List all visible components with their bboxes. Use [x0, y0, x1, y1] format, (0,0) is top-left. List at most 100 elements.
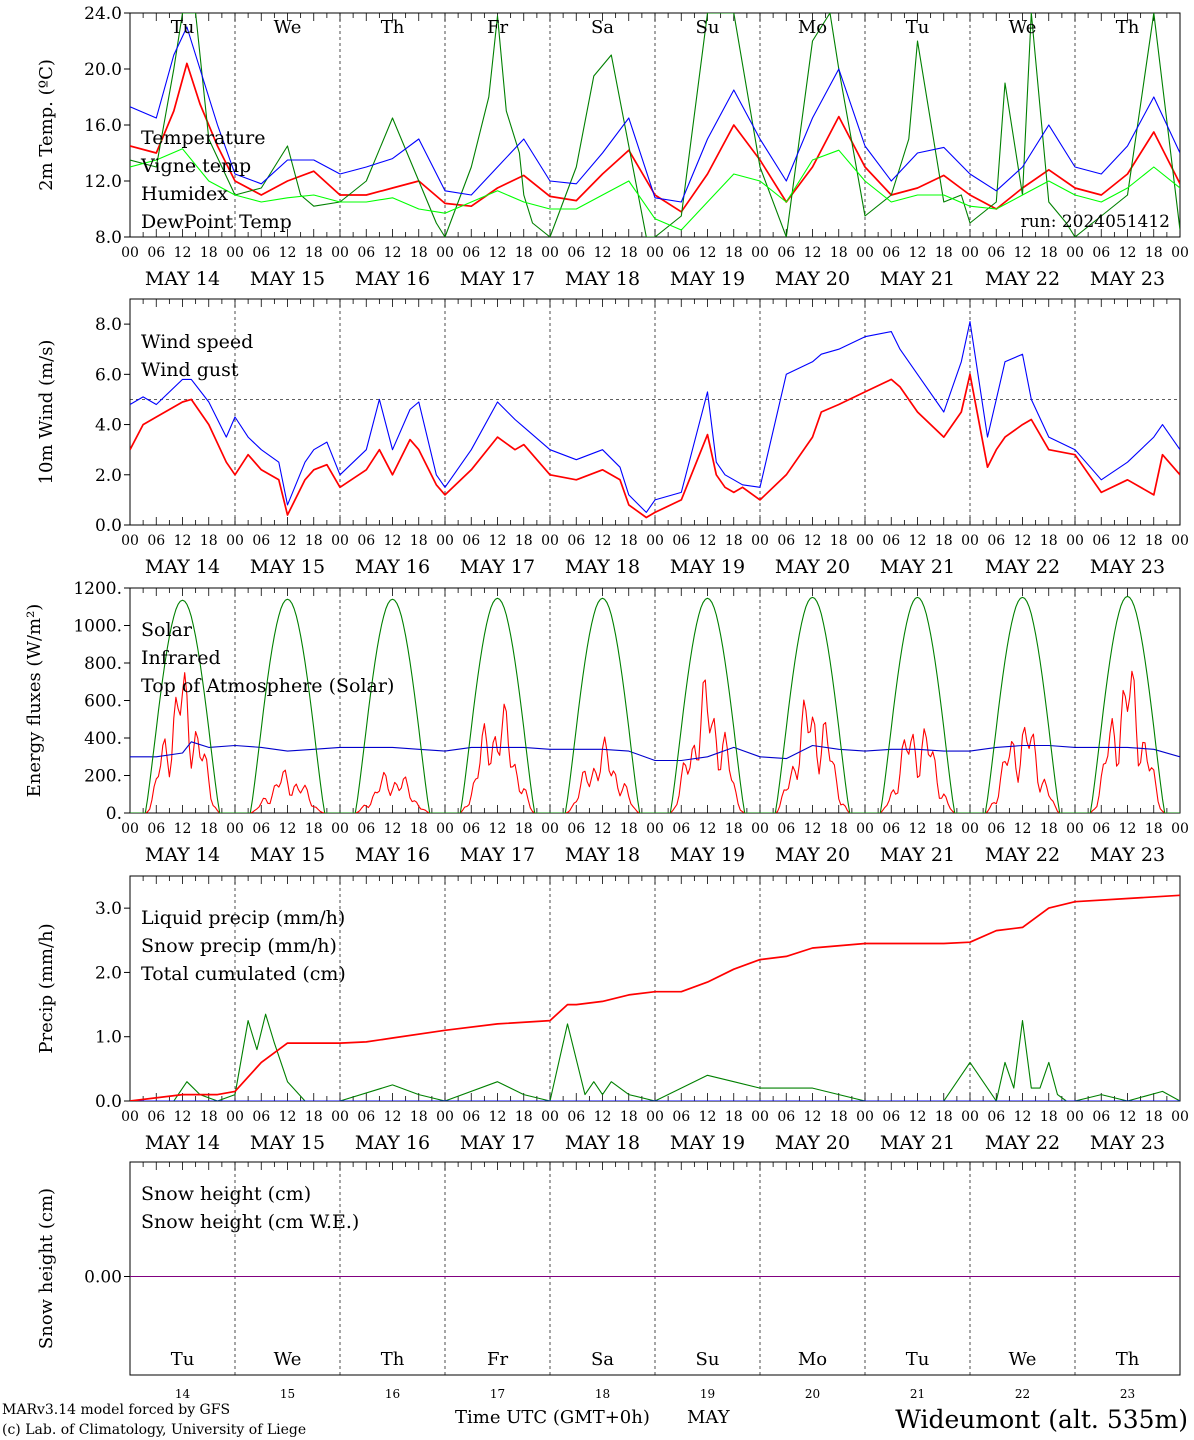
y-tick-label: 8.0 [95, 228, 122, 248]
hour-label: 00 [1066, 533, 1084, 549]
weekday-label-top: We [1009, 17, 1037, 38]
y-tick-label: 6.0 [95, 365, 122, 385]
hour-label: 06 [1092, 1109, 1110, 1125]
day-number: 21 [910, 1387, 925, 1401]
time-axis-label: Time UTC (GMT+0h) [455, 1407, 650, 1428]
hour-label: 18 [515, 533, 533, 549]
weekday-label-top: Mo [798, 17, 827, 38]
y-axis-label: 10m Wind (m/s) [36, 340, 57, 485]
series-line-solar [130, 670, 1180, 813]
hour-label: 18 [200, 1109, 218, 1125]
date-label: MAY 16 [355, 844, 430, 866]
y-tick-label: 16.0 [84, 116, 122, 136]
date-label: MAY 15 [250, 268, 325, 290]
hour-label: 18 [1145, 245, 1163, 261]
date-label: MAY 17 [460, 844, 535, 866]
hour-label: 06 [147, 1109, 165, 1125]
y-axis-label: 2m Temp. (ºC) [36, 59, 57, 191]
hour-label: 18 [935, 533, 953, 549]
hour-label: 06 [567, 821, 585, 837]
date-label: MAY 19 [670, 268, 745, 290]
hour-label: 18 [1040, 821, 1058, 837]
legend-entry: Wind gust [141, 359, 239, 381]
hour-label: 00 [331, 533, 349, 549]
hour-label: 06 [567, 1109, 585, 1125]
date-label: MAY 20 [775, 844, 850, 866]
hour-label: 00 [541, 533, 559, 549]
date-label: MAY 14 [145, 268, 220, 290]
y-axis-label: Energy fluxes (W/m²) [24, 604, 45, 798]
hour-label: 18 [935, 821, 953, 837]
date-label: MAY 18 [565, 268, 640, 290]
hour-label: 06 [987, 245, 1005, 261]
hour-label: 12 [384, 245, 402, 261]
hour-label: 18 [200, 245, 218, 261]
hour-label: 06 [567, 533, 585, 549]
legend-entry: DewPoint Temp [141, 211, 292, 233]
y-tick-label: 3.0 [95, 899, 122, 919]
date-label: MAY 20 [775, 268, 850, 290]
hour-label: 18 [305, 533, 323, 549]
hour-label: 12 [594, 821, 612, 837]
hour-label: 18 [305, 1109, 323, 1125]
date-label: MAY 21 [880, 556, 955, 578]
hour-label: 12 [1119, 1109, 1137, 1125]
y-tick-label: 2.0 [95, 963, 122, 983]
weekday-label-bottom: Th [381, 1349, 405, 1370]
hour-label: 06 [357, 245, 375, 261]
hour-label: 00 [1171, 533, 1189, 549]
hour-label: 12 [1014, 533, 1032, 549]
hour-label: 00 [226, 1109, 244, 1125]
hour-label: 12 [699, 821, 717, 837]
date-label: MAY 18 [565, 844, 640, 866]
day-number: 23 [1120, 1387, 1135, 1401]
hour-label: 18 [200, 533, 218, 549]
weekday-label-bottom: Fr [487, 1349, 508, 1370]
hour-label: 06 [777, 1109, 795, 1125]
date-label: MAY 15 [250, 844, 325, 866]
hour-label: 00 [436, 1109, 454, 1125]
date-label: MAY 20 [775, 556, 850, 578]
series-line-vigne-temp [130, 13, 1180, 237]
day-number: 22 [1015, 1387, 1030, 1401]
hour-label: 12 [909, 533, 927, 549]
hour-label: 00 [751, 821, 769, 837]
hour-label: 12 [804, 821, 822, 837]
hour-label: 12 [594, 533, 612, 549]
hour-label: 00 [961, 245, 979, 261]
hour-label: 18 [1040, 1109, 1058, 1125]
y-tick-label: 2.0 [95, 466, 122, 486]
y-tick-label: 1200. [73, 579, 122, 599]
legend-entry: Total cumulated (cm) [141, 963, 346, 985]
date-label: MAY 15 [250, 1132, 325, 1154]
hour-label: 12 [699, 245, 717, 261]
hour-label: 06 [567, 245, 585, 261]
date-label: MAY 22 [985, 1132, 1060, 1154]
hour-label: 12 [1119, 533, 1137, 549]
day-number: 15 [280, 1387, 295, 1401]
panel-wind: 0.0 2.0 4.0 6.0 8.0 10m Wind (m/s) 00 06 12 18 MAY… [36, 298, 1189, 578]
hour-label: 12 [174, 821, 192, 837]
day-number: 20 [805, 1387, 820, 1401]
hour-label: 00 [1171, 821, 1189, 837]
hour-label: 18 [410, 533, 428, 549]
date-label: MAY 17 [460, 268, 535, 290]
hour-label: 06 [672, 245, 690, 261]
hour-label: 00 [331, 1109, 349, 1125]
panel-energy: 0. 200. 400. 600. 800. 1000. 1200. Energy fluxe… [24, 579, 1189, 866]
hour-label: 18 [725, 245, 743, 261]
legend-entry: Snow height (cm W.E.) [141, 1211, 359, 1233]
hour-label: 18 [830, 821, 848, 837]
hour-label: 00 [436, 821, 454, 837]
hour-label: 00 [1066, 1109, 1084, 1125]
panel-temperature: 8.0 12.0 16.0 20.0 24.0 2m Temp. (ºC) 00 06 12 18… [36, 4, 1189, 290]
y-tick-label: 12.0 [84, 172, 122, 192]
y-axis-label: Snow height (cm) [36, 1188, 57, 1349]
hour-label: 00 [541, 1109, 559, 1125]
weekday-label-bottom: Tu [906, 1349, 930, 1370]
month-label: MAY [687, 1407, 731, 1428]
hour-label: 06 [462, 533, 480, 549]
hour-label: 06 [882, 533, 900, 549]
date-label: MAY 16 [355, 556, 430, 578]
